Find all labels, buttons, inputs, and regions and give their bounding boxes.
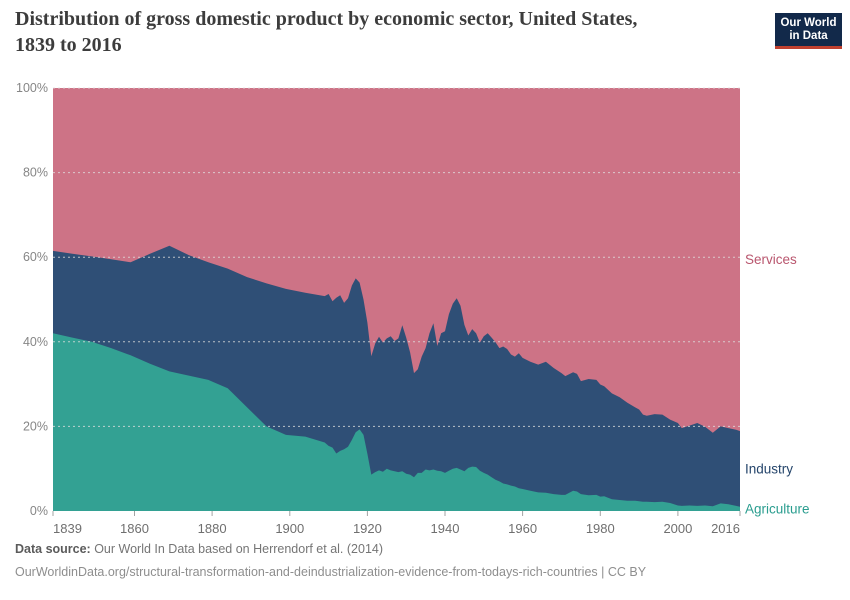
chart-title: Distribution of gross domestic product b… <box>15 8 638 56</box>
y-axis-tick-label: 20% <box>23 419 48 433</box>
data-source-text: Our World In Data based on Herrendorf et… <box>90 542 384 556</box>
x-axis-tick-label: 1839 <box>53 521 82 536</box>
y-axis-tick-label: 80% <box>23 166 48 180</box>
license-line: OurWorldinData.org/structural-transforma… <box>15 565 647 579</box>
x-axis-tick-label: 1960 <box>508 521 537 536</box>
y-axis-tick-label: 60% <box>23 250 48 264</box>
owid-logo[interactable]: Our World in Data <box>775 13 842 49</box>
y-axis-tick-label: 40% <box>23 335 48 349</box>
x-axis-tick-label: 2000 <box>663 521 692 536</box>
data-source-line: Data source: Our World In Data based on … <box>15 542 646 556</box>
owid-logo-line1: Our World <box>780 17 837 29</box>
owid-logo-line2: in Data <box>789 30 828 42</box>
x-axis-tick-label: 1920 <box>353 521 382 536</box>
x-axis-tick-label: 1900 <box>275 521 304 536</box>
series-label-services[interactable]: Services <box>745 252 797 267</box>
y-axis-tick-label: 100% <box>16 81 48 95</box>
data-source-label: Data source: <box>15 542 91 556</box>
x-axis-tick-label: 1980 <box>586 521 615 536</box>
area-agriculture[interactable] <box>53 333 740 511</box>
chart-footer: Data source: Our World In Data based on … <box>15 542 646 579</box>
x-axis-tick-label: 2016 <box>711 521 740 536</box>
y-axis-tick-label: 0% <box>30 504 48 518</box>
series-label-industry[interactable]: Industry <box>745 461 793 476</box>
x-axis-tick-label: 1860 <box>120 521 149 536</box>
series-label-agriculture[interactable]: Agriculture <box>745 501 810 516</box>
x-axis-tick-label: 1880 <box>198 521 227 536</box>
x-axis-tick-label: 1940 <box>431 521 460 536</box>
